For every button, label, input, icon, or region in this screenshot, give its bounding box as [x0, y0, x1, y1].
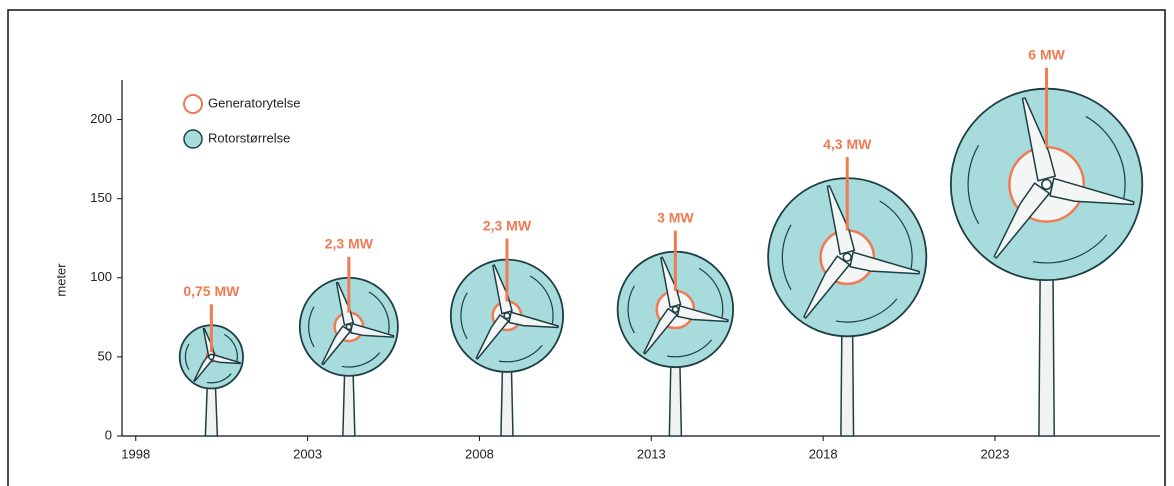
rotor-arc — [341, 352, 381, 368]
rotor-arc — [498, 344, 543, 363]
x-tick-label: 1998 — [121, 446, 150, 461]
blade — [321, 325, 352, 366]
rotor-arc — [781, 224, 792, 290]
value-label: 4,3 MW — [823, 136, 872, 152]
x-tick-label: 2018 — [809, 446, 838, 461]
rotor-arc — [627, 285, 635, 334]
frame — [7, 9, 1166, 486]
value-label: 6 MW — [1028, 46, 1065, 62]
x-tick-label: 2003 — [293, 446, 322, 461]
blade — [660, 256, 682, 308]
value-label: 3 MW — [657, 209, 694, 225]
hub — [345, 323, 353, 331]
y-axis-label: meter — [53, 263, 68, 297]
blade — [1021, 97, 1057, 182]
hub — [1041, 178, 1053, 190]
rotor-arc — [879, 200, 913, 269]
y-tick-label: 100 — [90, 269, 112, 284]
rotor-arc — [1085, 115, 1126, 199]
y-tick-label: 50 — [98, 348, 112, 363]
blade — [475, 314, 510, 360]
y-tick-label: 0 — [105, 427, 112, 442]
blade — [993, 182, 1051, 259]
hub — [208, 353, 215, 361]
y-tick-label: 150 — [90, 190, 112, 205]
x-tick-label: 2008 — [465, 446, 494, 461]
blade — [1049, 177, 1135, 206]
blade — [349, 322, 395, 338]
blade — [849, 251, 921, 275]
rotor-arc — [206, 373, 232, 384]
legend-label: Generatorytelse — [208, 95, 301, 110]
rotor-arc — [308, 306, 315, 348]
rotor-arc — [368, 291, 390, 334]
rotor-arc — [224, 333, 238, 362]
hub — [842, 252, 852, 262]
rotor-arc — [1032, 234, 1108, 264]
blade — [508, 311, 559, 329]
blade — [676, 305, 729, 323]
value-label: 0,75 MW — [183, 283, 240, 299]
blade — [803, 255, 851, 319]
rotor-arc — [835, 298, 898, 323]
rotor-arc — [529, 275, 554, 324]
legend-label: Rotorstørrelse — [208, 130, 290, 145]
legend-swatch — [183, 129, 203, 149]
rotor-arc — [698, 267, 724, 318]
x-tick-label: 2023 — [981, 446, 1010, 461]
rotor-arc — [460, 292, 468, 340]
hub — [671, 305, 680, 314]
blade — [826, 185, 856, 255]
blade — [335, 281, 355, 326]
legend-swatch — [183, 94, 203, 114]
rotor-arc — [667, 339, 713, 358]
x-tick-label: 2013 — [637, 446, 666, 461]
value-label: 2,3 MW — [325, 235, 374, 251]
blade — [643, 307, 678, 355]
y-tick-label: 200 — [90, 111, 112, 126]
rotor-arc — [184, 343, 190, 371]
value-label: 2,3 MW — [483, 217, 532, 233]
rotor-arc — [967, 144, 980, 224]
hub — [503, 312, 511, 320]
